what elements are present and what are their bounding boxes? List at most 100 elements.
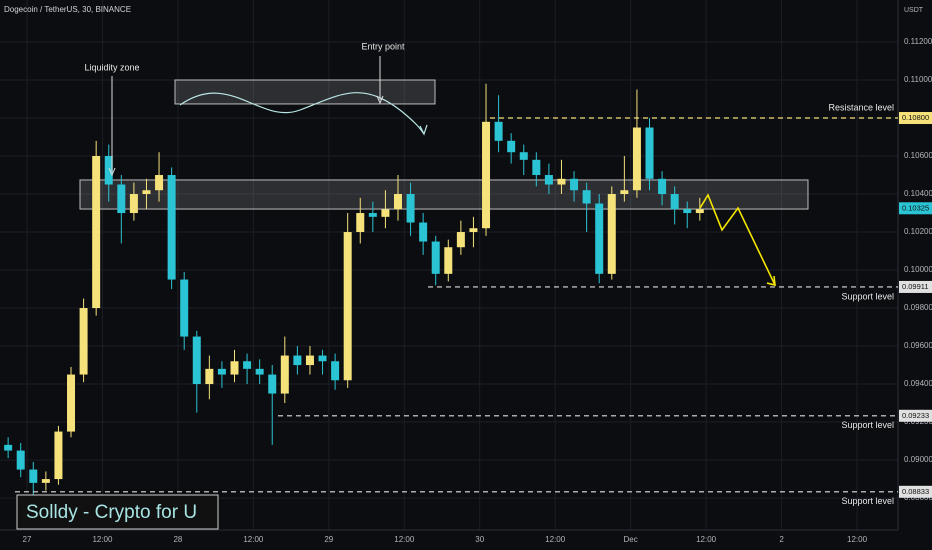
candle-body (155, 175, 164, 191)
candle-body (280, 355, 289, 394)
candle-body (620, 190, 629, 195)
y-tick-label: 0.11200 (904, 37, 932, 46)
x-tick-label: 27 (23, 535, 32, 544)
candle-body (268, 374, 277, 394)
candle-body (104, 156, 113, 185)
price-tag-label: 0.09911 (902, 282, 929, 291)
x-tick-label: 12:00 (394, 535, 415, 544)
candle-body (607, 194, 616, 274)
x-tick-label: 30 (475, 535, 484, 544)
candle-body (79, 308, 88, 375)
candle-body (507, 140, 516, 153)
plot (4, 79, 809, 499)
grid (0, 0, 898, 530)
x-tick-label: Dec (624, 535, 638, 544)
x-tick-label: 12:00 (847, 535, 868, 544)
x-tick-label: 2 (779, 535, 784, 544)
candle-body (431, 241, 440, 274)
candle-body (519, 152, 528, 160)
price-tag (899, 409, 932, 422)
candle-body (494, 121, 503, 141)
candle-body (570, 178, 579, 191)
candle-body (595, 203, 604, 274)
price-tag (899, 112, 932, 125)
candle-body (469, 228, 478, 233)
level-name: Support level (841, 291, 894, 301)
candle-body (356, 213, 365, 233)
price-tag (899, 485, 932, 498)
candle-body (217, 368, 226, 375)
candle-body (393, 194, 402, 210)
y-tick-label: 0.11000 (904, 75, 932, 84)
liquidity-arrow (108, 167, 116, 177)
candle-body (16, 450, 25, 470)
level-name: Resistance level (828, 102, 894, 112)
candle-body (67, 374, 76, 432)
y-tick-label: 0.10200 (904, 227, 932, 236)
candle-body (243, 361, 252, 369)
candle-body (230, 361, 239, 375)
candle-body (381, 209, 390, 217)
candle-body (41, 479, 50, 483)
candle-body (368, 213, 377, 217)
candle-body (419, 222, 428, 242)
zone (79, 179, 809, 210)
y-tick-label: 0.10600 (904, 151, 932, 160)
x-tick-label: 12:00 (243, 535, 264, 544)
candle-body (129, 194, 138, 214)
x-tick-label: 29 (324, 535, 333, 544)
candle-body (658, 178, 667, 195)
x-tick-label: 12:00 (545, 535, 566, 544)
entry-arrow (419, 124, 428, 136)
candle-body (142, 190, 151, 195)
annotation: Liquidity zone (84, 62, 139, 72)
candle-body (331, 361, 340, 381)
price-tag-label: 0.08833 (902, 487, 929, 496)
candle-body (117, 184, 126, 214)
candle-body (670, 194, 679, 210)
candle-body (293, 355, 302, 366)
x-tick-label: 12:00 (696, 535, 717, 544)
entry-curve (179, 92, 425, 135)
y-axis-label: USDT (904, 7, 924, 14)
candle-body (482, 121, 491, 229)
y-tick-label: 0.10400 (904, 189, 932, 198)
candle-body (456, 232, 465, 248)
level-name: Support level (841, 496, 894, 506)
projection (699, 193, 776, 286)
y-tick-label: 0.09600 (904, 341, 932, 350)
candle-body (305, 355, 314, 366)
chart-title: Dogecoin / TetherUS, 30, BINANCE (4, 5, 131, 14)
candle-body (695, 209, 704, 214)
annotation: Entry point (361, 41, 405, 51)
candle-body (54, 431, 63, 480)
x-tick-label: 28 (173, 535, 182, 544)
candle-body (406, 194, 415, 223)
candle-body (92, 156, 101, 309)
level-name: Support level (841, 420, 894, 430)
watermark-box (16, 494, 219, 530)
price-tag-label: 0.09233 (902, 411, 929, 420)
price-tag (899, 202, 932, 215)
y-tick-label: 0.09000 (904, 455, 932, 464)
candle-body (180, 279, 189, 337)
candle-body (532, 159, 541, 176)
candle-body (255, 368, 264, 375)
candle-body (192, 336, 201, 385)
candle-body (29, 469, 38, 483)
price-tag (899, 280, 932, 293)
price-tag-label: 0.10325 (902, 203, 929, 212)
candle-body (205, 368, 214, 385)
candle-body (582, 190, 591, 204)
price-tag-label: 0.10800 (902, 113, 929, 122)
candle-body (544, 175, 553, 185)
candle-body (683, 209, 692, 214)
y-tick-label: 0.09400 (904, 379, 932, 388)
watermark: Solldy - Crypto for U (26, 502, 197, 523)
projection-arrow (766, 275, 776, 287)
candle-body (167, 175, 176, 280)
x-tick-label: 12:00 (92, 535, 113, 544)
candle-body (4, 444, 13, 451)
